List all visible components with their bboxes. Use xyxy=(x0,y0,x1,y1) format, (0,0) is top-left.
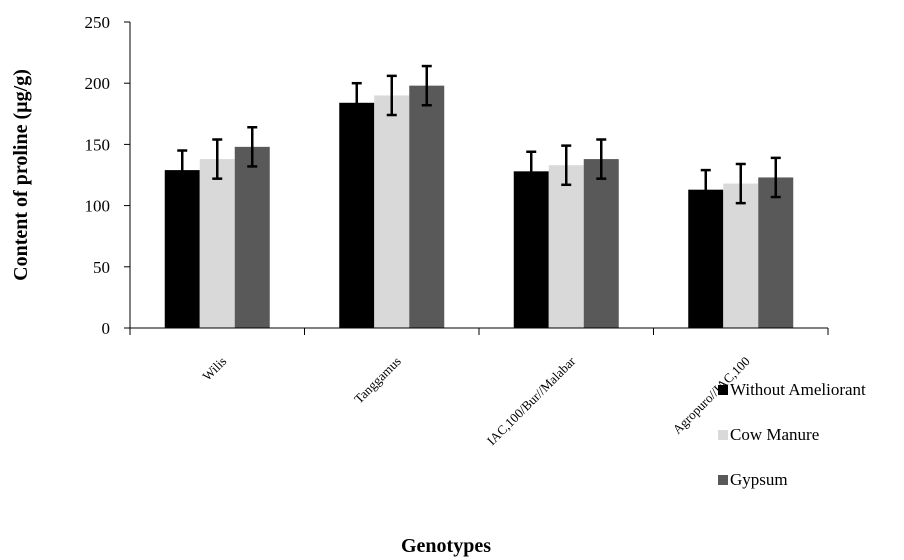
error-bar-1-1 xyxy=(177,149,188,191)
bar-3-3 xyxy=(583,159,619,328)
legend-swatch xyxy=(718,475,728,485)
x-tick-label: Tanggamus xyxy=(351,354,404,407)
bar-2-1 xyxy=(199,159,235,328)
error-bar-2-3 xyxy=(561,144,572,187)
legend-label: Gypsum xyxy=(730,470,788,489)
error-bar-1-4 xyxy=(700,168,711,211)
x-tick-label: IAC,100/Bur//Malabar xyxy=(484,353,579,448)
legend-item: Cow Manure xyxy=(718,425,819,444)
bar-3-1 xyxy=(234,146,270,328)
y-tick-label: 200 xyxy=(85,74,111,93)
error-bar-2-1 xyxy=(212,138,223,180)
bar-1-1 xyxy=(164,170,200,328)
error-bar-2-2 xyxy=(386,74,397,117)
y-tick-label: 50 xyxy=(93,258,110,277)
y-axis-title: Content of proline (µg/g) xyxy=(10,69,32,281)
bar-2-3 xyxy=(548,165,584,328)
bars-layer xyxy=(164,85,794,328)
error-bar-3-4 xyxy=(770,156,781,199)
y-tick-label: 100 xyxy=(85,197,111,216)
y-tick-label: 250 xyxy=(85,13,111,32)
legend: Without Ameliorant Cow Manure Gypsum xyxy=(718,380,866,489)
legend-item: Without Ameliorant xyxy=(718,380,866,399)
legend-swatch xyxy=(718,430,728,440)
error-bar-1-3 xyxy=(526,150,537,193)
bar-3-2 xyxy=(409,85,445,328)
bar-1-4 xyxy=(688,189,724,328)
bar-1-2 xyxy=(339,102,375,328)
bar-3-4 xyxy=(758,177,794,328)
bar-2-2 xyxy=(374,95,410,328)
legend-label: Without Ameliorant xyxy=(730,380,866,399)
error-bar-3-3 xyxy=(596,138,607,180)
x-tick-label: Wilis xyxy=(199,354,229,384)
y-tick-labels: 0 50 100 150 200 250 xyxy=(85,13,111,338)
error-bars-layer xyxy=(177,64,781,211)
error-bar-3-1 xyxy=(247,126,258,168)
x-axis-title: Genotypes xyxy=(401,535,491,557)
bar-1-3 xyxy=(513,171,549,328)
axes-layer xyxy=(124,21,829,335)
y-tick-label: 150 xyxy=(85,135,111,154)
bar-2-4 xyxy=(723,183,759,328)
error-bar-1-2 xyxy=(351,81,362,124)
y-tick-label: 0 xyxy=(102,319,111,338)
legend-swatch xyxy=(718,385,728,395)
error-bar-3-2 xyxy=(421,64,432,107)
x-tick-labels: Wilis Tanggamus IAC,100/Bur//Malabar Agropu… xyxy=(199,353,753,448)
error-bar-2-4 xyxy=(735,162,746,205)
legend-item: Gypsum xyxy=(718,470,788,489)
legend-label: Cow Manure xyxy=(730,425,819,444)
